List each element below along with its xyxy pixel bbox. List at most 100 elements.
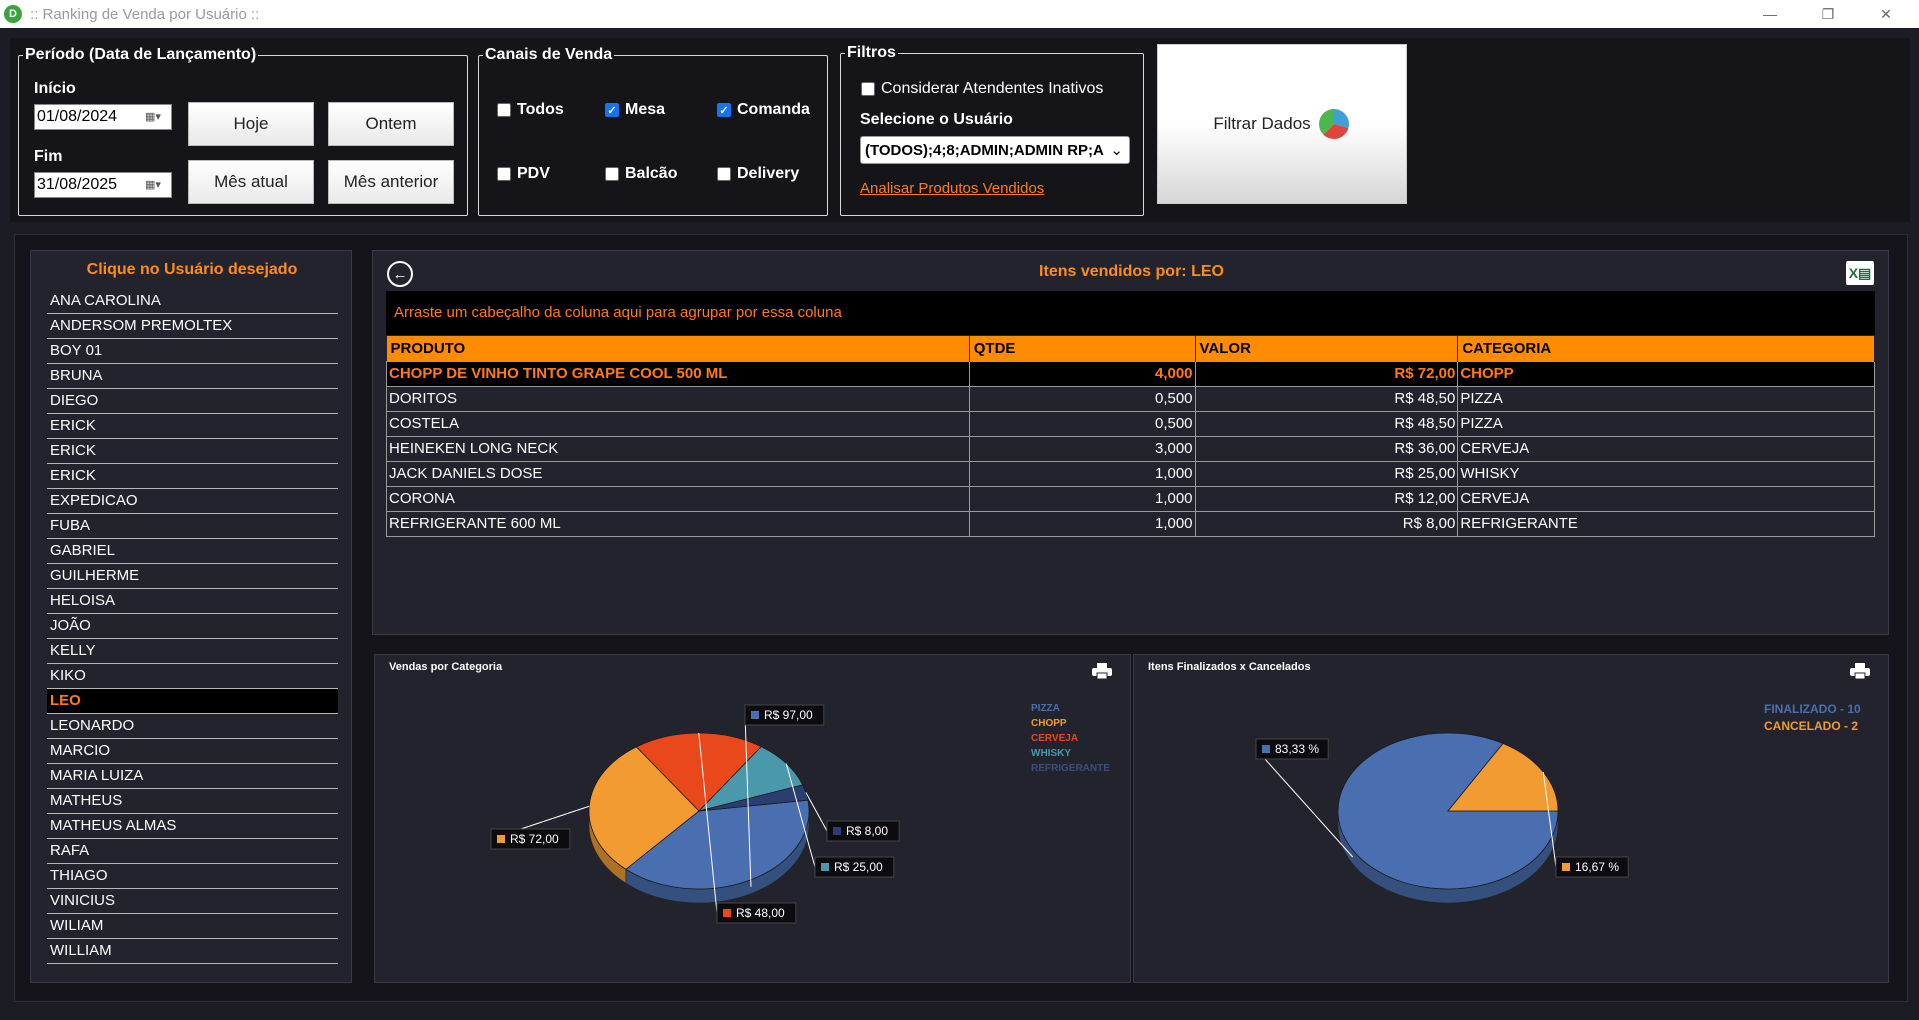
pie-slice[interactable] (635, 732, 762, 812)
fim-date-value: 31/08/2025 (37, 176, 118, 193)
usuario-select[interactable]: (TODOS);4;8;ADMIN;ADMIN RP;A ⌄ (860, 136, 1130, 164)
user-list-item[interactable]: MATHEUS ALMAS (47, 814, 338, 839)
filtrar-dados-label: Filtrar Dados (1213, 114, 1311, 133)
inativos-box[interactable] (861, 82, 875, 96)
filtrar-dados-button[interactable]: Filtrar Dados (1157, 44, 1407, 204)
user-list-item[interactable]: MATHEUS (47, 789, 338, 814)
table-row[interactable]: DORITOS 0,500 R$ 48,50 PIZZA (386, 385, 1875, 412)
user-list-item[interactable]: ERICK (47, 464, 338, 489)
user-list-item[interactable]: JOÃO (47, 614, 338, 639)
label-leader-line (744, 714, 752, 887)
table-cell: R$ 48,50 (1194, 410, 1459, 437)
column-header-valor[interactable]: VALOR (1195, 336, 1459, 361)
table-row[interactable]: COSTELA 0,500 R$ 48,50 PIZZA (386, 410, 1875, 437)
user-list-item[interactable]: KELLY (47, 639, 338, 664)
pie-slice[interactable] (588, 746, 700, 870)
table-row[interactable]: JACK DANIELS DOSE 1,000 R$ 25,00 WHISKY (386, 460, 1875, 487)
balcao-label: Balcão (625, 165, 678, 182)
legend-item: CANCELADO - 2 (1764, 719, 1859, 733)
todos-checkbox[interactable]: Todos (497, 101, 564, 119)
filter-area: Período (Data de Lançamento) Início 01/0… (10, 38, 1910, 222)
user-list-item[interactable]: WILLIAM (47, 939, 338, 964)
user-list-item[interactable]: ANDERSOM PREMOLTEX (47, 314, 338, 339)
column-header-produto[interactable]: PRODUTO (386, 336, 970, 361)
user-list-item[interactable]: EXPEDICAO (47, 489, 338, 514)
calendar-dropdown-icon[interactable]: ▦▾ (145, 111, 161, 123)
user-list-item[interactable]: FUBA (47, 514, 338, 539)
fim-date-field[interactable]: 31/08/2025 ▦▾ (34, 172, 172, 198)
pie-slice[interactable] (1447, 742, 1559, 812)
calendar-dropdown-icon[interactable]: ▦▾ (145, 179, 161, 191)
grid-panel: ← Itens vendidos por: LEO X▤ Arraste um … (372, 250, 1889, 635)
restore-button[interactable]: ❐ (1821, 5, 1835, 22)
data-label-box (716, 902, 797, 924)
user-list-item[interactable]: ERICK (47, 439, 338, 464)
inativos-label: Considerar Atendentes Inativos (881, 80, 1104, 97)
mesa-checkbox[interactable]: ✓ Mesa (605, 101, 665, 119)
user-list-item[interactable]: ERICK (47, 414, 338, 439)
table-row[interactable]: CHOPP DE VINHO TINTO GRAPE COOL 500 ML 4,… (386, 360, 1875, 387)
user-list-item[interactable]: VINICIUS (47, 889, 338, 914)
pdv-label: PDV (517, 165, 550, 182)
inicio-date-field[interactable]: 01/08/2024 ▦▾ (34, 104, 172, 130)
user-list-item[interactable]: GABRIEL (47, 539, 338, 564)
grid-title: Itens vendidos por: LEO (1039, 263, 1224, 280)
user-list-item[interactable]: ANA CAROLINA (47, 289, 338, 314)
vendas-categoria-pie: R$ 97,00 R$ 72,00 R$ 48,00 R$ 25,00 R$ 8,00 (490, 704, 900, 924)
periodo-group: Período (Data de Lançamento) (18, 46, 468, 216)
mesa-box[interactable]: ✓ (605, 103, 619, 117)
delivery-checkbox[interactable]: Delivery (717, 165, 799, 183)
user-list-item[interactable]: LEONARDO (47, 714, 338, 739)
analisar-produtos-link[interactable]: Analisar Produtos Vendidos (860, 180, 1045, 197)
table-cell: COSTELA (386, 410, 970, 437)
data-label-swatch (1562, 863, 1570, 871)
user-list-item[interactable]: HELOISA (47, 589, 338, 614)
legend-item: CERVEJA (1031, 733, 1079, 744)
ontem-button[interactable]: Ontem (328, 102, 454, 146)
data-label-swatch (723, 909, 731, 917)
delivery-box[interactable] (717, 167, 731, 181)
user-list-item[interactable]: MARCIO (47, 739, 338, 764)
comanda-checkbox[interactable]: ✓ Comanda (717, 101, 810, 119)
minimize-button[interactable]: — (1763, 6, 1777, 22)
print-icon[interactable] (1092, 663, 1112, 679)
comanda-box[interactable]: ✓ (717, 103, 731, 117)
user-list-item[interactable]: BRUNA (47, 364, 338, 389)
chevron-down-icon: ⌄ (1110, 142, 1123, 159)
user-list-item[interactable]: THIAGO (47, 864, 338, 889)
excel-export-icon[interactable]: X▤ (1846, 261, 1874, 285)
column-header-qtde[interactable]: QTDE (969, 336, 1196, 361)
column-header-categoria[interactable]: CATEGORIA (1457, 336, 1875, 361)
mes-atual-button[interactable]: Mês atual (188, 160, 314, 204)
pdv-box[interactable] (497, 167, 511, 181)
user-list-item[interactable]: RAFA (47, 839, 338, 864)
inativos-checkbox[interactable]: Considerar Atendentes Inativos (861, 80, 1103, 98)
back-arrow-icon[interactable]: ← (387, 261, 413, 287)
table-row[interactable]: CORONA 1,000 R$ 12,00 CERVEJA (386, 485, 1875, 512)
user-list-item[interactable]: LEO (47, 689, 338, 714)
user-list-item[interactable]: BOY 01 (47, 339, 338, 364)
label-leader-line (785, 763, 816, 868)
user-list-item[interactable]: WILIAM (47, 914, 338, 939)
table-row[interactable]: REFRIGERANTE 600 ML 1,000 R$ 8,00 REFRIGERA… (386, 510, 1875, 537)
users-header: Clique no Usuário desejado (86, 261, 298, 278)
pdv-checkbox[interactable]: PDV (497, 165, 550, 183)
group-by-bar[interactable]: Arraste um cabeçalho da coluna aqui para… (386, 291, 1875, 335)
todos-box[interactable] (497, 103, 511, 117)
user-list-item[interactable]: MARIA LUIZA (47, 764, 338, 789)
legend-item: PIZZA (1031, 703, 1060, 714)
table-cell: R$ 12,00 (1194, 485, 1459, 512)
print-icon[interactable] (1850, 663, 1870, 679)
hoje-button[interactable]: Hoje (188, 102, 314, 146)
mes-anterior-button[interactable]: Mês anterior (328, 160, 454, 204)
user-list-item[interactable]: GUILHERME (47, 564, 338, 589)
canais-legend: Canais de Venda (485, 46, 613, 63)
user-list-item[interactable]: KIKO (47, 664, 338, 689)
balcao-checkbox[interactable]: Balcão (605, 165, 677, 183)
balcao-box[interactable] (605, 167, 619, 181)
user-list-item[interactable]: DIEGO (47, 389, 338, 414)
table-row[interactable]: HEINEKEN LONG NECK 3,000 R$ 36,00 CERVEJA (386, 435, 1875, 462)
table-cell: CERVEJA (1457, 485, 1875, 512)
close-button[interactable]: ✕ (1880, 5, 1892, 22)
data-label: 83,33 % (1275, 742, 1319, 756)
